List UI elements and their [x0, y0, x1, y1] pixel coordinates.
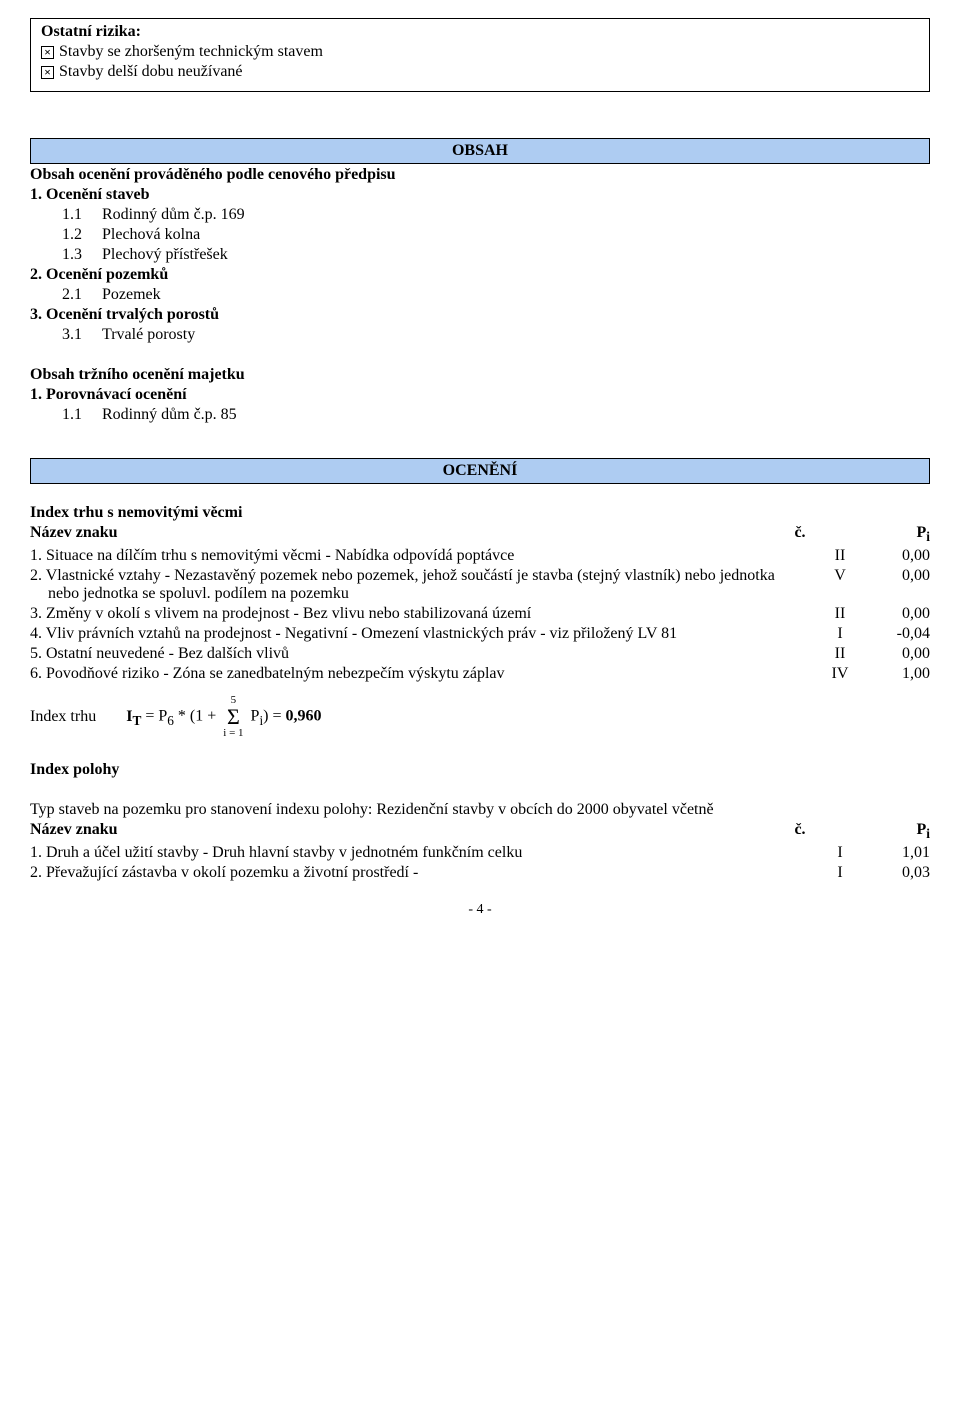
item-c: IV	[810, 665, 870, 683]
toc-section: 2. Ocenění pozemků	[30, 266, 930, 284]
formula-text: IT = P6 * (1 + 5 Σ i = 1 Pi) = 0,960	[126, 695, 321, 739]
list-item: 2. Převažující zástavba v okolí pozemku …	[30, 864, 930, 882]
risks-box: Ostatní rizika: × Stavby se zhoršeným te…	[30, 18, 930, 92]
toc-num: 1.2	[30, 226, 102, 244]
toc-label: Plechový přístřešek	[102, 246, 228, 264]
list-item: 3. Změny v okolí s vlivem na prodejnost …	[30, 605, 930, 623]
item-p: -0,04	[870, 625, 930, 643]
item-c: I	[810, 844, 870, 862]
toc-num: 2.1	[30, 286, 102, 304]
toc-label: Rodinný dům č.p. 85	[102, 406, 237, 424]
item-c: I	[810, 864, 870, 882]
item-p: 0,03	[870, 864, 930, 882]
toc-num: 1.1	[30, 406, 102, 424]
formula-result: 0,960	[286, 708, 322, 725]
toc-section: 1. Ocenění staveb	[30, 186, 930, 204]
item-c: I	[810, 625, 870, 643]
item-text: 2. Převažující zástavba v okolí pozemku …	[30, 864, 810, 882]
item-text: 1. Druh a účel užití stavby - Druh hlavn…	[30, 844, 810, 862]
toc-item: 3.1 Trvalé porosty	[30, 326, 930, 344]
table-header-row: Název znaku č. Pi	[30, 524, 930, 545]
item-text: 5. Ostatní neuvedené - Bez dalších vlivů	[30, 645, 810, 663]
risk-label: Stavby se zhoršeným technickým stavem	[59, 43, 323, 61]
list-item: 5. Ostatní neuvedené - Bez dalších vlivů…	[30, 645, 930, 663]
col-p: Pi	[880, 524, 930, 545]
item-p: 0,00	[870, 547, 930, 565]
obsah-subtitle: Obsah ocenění prováděného podle cenového…	[30, 166, 930, 184]
item-c: II	[810, 645, 870, 663]
item-text: 6. Povodňové riziko - Zóna se zanedbatel…	[30, 665, 810, 683]
item-p: 1,01	[870, 844, 930, 862]
list-item: 4. Vliv právních vztahů na prodejnost - …	[30, 625, 930, 643]
toc-section: 1. Porovnávací ocenění	[30, 386, 930, 404]
list-item: 6. Povodňové riziko - Zóna se zanedbatel…	[30, 665, 930, 683]
item-p: 0,00	[870, 645, 930, 663]
list-item: 1. Situace na dílčím trhu s nemovitými v…	[30, 547, 930, 565]
obsah-subtitle2: Obsah tržního ocenění majetku	[30, 366, 930, 384]
col-c: č.	[780, 821, 820, 842]
toc-item: 1.3 Plechový přístřešek	[30, 246, 930, 264]
risk-item: × Stavby delší dobu neužívané	[41, 63, 919, 81]
toc-num: 3.1	[30, 326, 102, 344]
obsah-block: Obsah ocenění prováděného podle cenového…	[30, 166, 930, 424]
col-c: č.	[780, 524, 820, 545]
toc-item: 1.1 Rodinný dům č.p. 85	[30, 406, 930, 424]
index-polohy-title: Index polohy	[30, 761, 930, 779]
index-polohy-items: 1. Druh a účel užití stavby - Druh hlavn…	[30, 844, 930, 882]
item-c: II	[810, 605, 870, 623]
risk-label: Stavby delší dobu neužívané	[59, 63, 243, 81]
toc-section: 3. Ocenění trvalých porostů	[30, 306, 930, 324]
item-c: V	[810, 567, 870, 603]
index-trhu-title: Index trhu s nemovitými věcmi	[30, 504, 930, 522]
toc-label: Trvalé porosty	[102, 326, 195, 344]
list-item: 1. Druh a účel užití stavby - Druh hlavn…	[30, 844, 930, 862]
item-p: 0,00	[870, 605, 930, 623]
page-number: - 4 -	[30, 902, 930, 918]
toc-item: 1.1 Rodinný dům č.p. 169	[30, 206, 930, 224]
checkbox-icon: ×	[41, 66, 54, 79]
table-header-row: Název znaku č. Pi	[30, 821, 930, 842]
toc-item: 2.1 Pozemek	[30, 286, 930, 304]
item-text: 4. Vliv právních vztahů na prodejnost - …	[30, 625, 810, 643]
item-c: II	[810, 547, 870, 565]
col-nazev: Název znaku	[30, 821, 118, 842]
formula-row: Index trhu IT = P6 * (1 + 5 Σ i = 1 Pi) …	[30, 695, 930, 739]
index-trhu-items: 1. Situace na dílčím trhu s nemovitými v…	[30, 547, 930, 683]
item-text: 2. Vlastnické vztahy - Nezastavěný pozem…	[30, 567, 810, 603]
list-item: 2. Vlastnické vztahy - Nezastavěný pozem…	[30, 567, 930, 603]
risks-title: Ostatní rizika:	[41, 23, 919, 41]
toc-label: Pozemek	[102, 286, 161, 304]
col-nazev: Název znaku	[30, 524, 118, 545]
toc-label: Rodinný dům č.p. 169	[102, 206, 245, 224]
toc-label: Plechová kolna	[102, 226, 200, 244]
item-text: 1. Situace na dílčím trhu s nemovitými v…	[30, 547, 810, 565]
item-p: 0,00	[870, 567, 930, 603]
toc-num: 1.1	[30, 206, 102, 224]
obsah-header: OBSAH	[30, 138, 930, 164]
formula-label: Index trhu	[30, 708, 96, 726]
oceneni-header: OCENĚNÍ	[30, 458, 930, 484]
col-p: Pi	[880, 821, 930, 842]
index-polohy-intro: Typ staveb na pozemku pro stanovení inde…	[30, 801, 930, 819]
item-text: 3. Změny v okolí s vlivem na prodejnost …	[30, 605, 810, 623]
sigma-icon: 5 Σ i = 1	[223, 695, 243, 739]
risk-item: × Stavby se zhoršeným technickým stavem	[41, 43, 919, 61]
toc-item: 1.2 Plechová kolna	[30, 226, 930, 244]
toc-num: 1.3	[30, 246, 102, 264]
item-p: 1,00	[870, 665, 930, 683]
checkbox-icon: ×	[41, 46, 54, 59]
